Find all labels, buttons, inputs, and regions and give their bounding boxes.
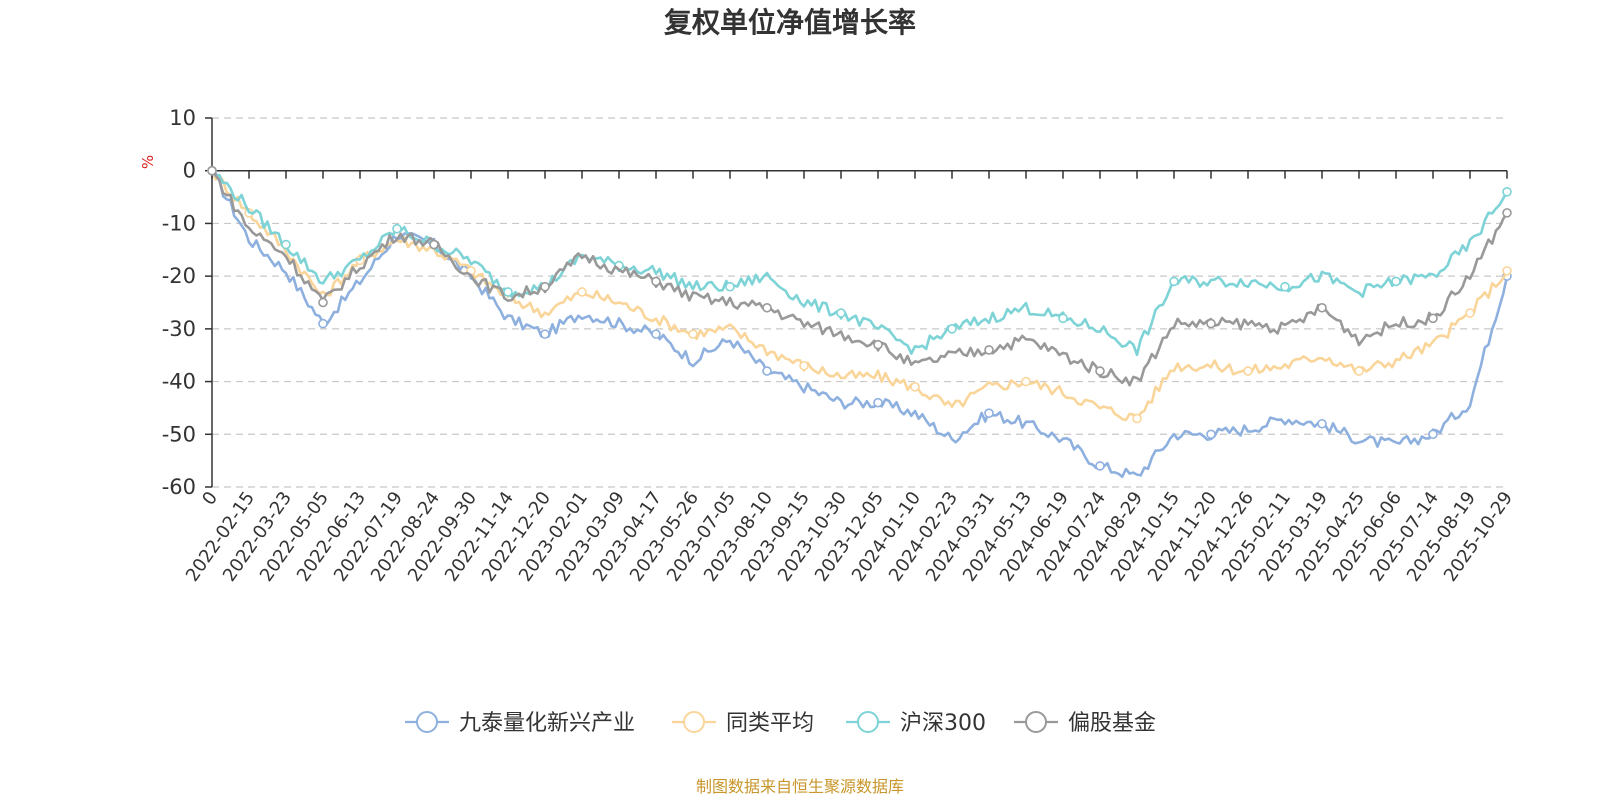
series-line: [210, 169, 1509, 357]
y-tick-label: -60: [162, 475, 196, 499]
series-point: [1391, 276, 1401, 287]
series-point: [873, 397, 883, 408]
y-tick-label: -30: [162, 317, 196, 341]
series-point: [318, 297, 328, 308]
legend: 九泰量化新兴产业 同类平均 沪深300 偏股基金: [405, 711, 1156, 736]
series-point: [1428, 313, 1438, 324]
series-point: [1095, 461, 1105, 471]
grid-lines: [212, 117, 1507, 488]
series-point: [540, 329, 550, 339]
series-point: [1206, 318, 1216, 329]
series-point: [1280, 281, 1290, 292]
series-point: [1095, 366, 1105, 376]
legend-marker: [857, 711, 879, 733]
series-point: [577, 287, 587, 297]
series-point: [318, 318, 328, 329]
chart-title: 复权单位净值增长率: [664, 6, 916, 39]
legend-marker: [683, 711, 705, 733]
series-lines: [207, 165, 1512, 479]
series-point: [984, 345, 994, 355]
series-point: [207, 165, 217, 176]
legend-label: 偏股基金: [1068, 711, 1156, 736]
series-point: [1243, 366, 1253, 376]
series-point: [651, 329, 661, 339]
y-axis-unit: %: [139, 155, 157, 169]
series-point: [1428, 429, 1438, 440]
series-point: [725, 281, 735, 292]
series-point: [1465, 308, 1475, 318]
y-tick-label: -20: [162, 264, 196, 288]
y-tick-label: -40: [162, 370, 196, 394]
series-point: [1132, 413, 1142, 424]
series-point: [1169, 276, 1179, 287]
series-point: [1058, 313, 1068, 324]
series-point: [1502, 208, 1512, 218]
y-tick-label: 10: [169, 106, 196, 130]
series-point: [1317, 302, 1327, 313]
series-point: [799, 360, 809, 371]
y-tick-label: 0: [183, 159, 196, 183]
series-line: [210, 170, 1509, 422]
series-point: [1021, 376, 1031, 387]
series-point: [984, 408, 994, 419]
series-point: [836, 308, 846, 318]
series-point: [429, 239, 439, 250]
legend-marker: [416, 711, 438, 733]
y-tick-label: -10: [162, 211, 196, 235]
series-point: [651, 276, 661, 287]
series-point: [688, 329, 698, 339]
series-point: [392, 223, 402, 234]
legend-label: 九泰量化新兴产业: [459, 711, 635, 736]
series-point: [540, 281, 550, 292]
axes: 100-10-20-30-40-50-60 02022-02-152022-03-…: [162, 106, 1517, 586]
x-tick-label: 0: [198, 488, 222, 509]
data-source-note: 制图数据来自恒生聚源数据库: [696, 777, 904, 796]
legend-label: 同类平均: [726, 711, 814, 736]
series-point: [1317, 418, 1327, 429]
series-point: [1354, 366, 1364, 376]
y-tick-label: -50: [162, 422, 196, 446]
series-point: [281, 239, 291, 250]
series-point: [503, 287, 513, 297]
series-point: [1206, 429, 1216, 440]
series-line: [210, 169, 1509, 387]
legend-label: 沪深300: [900, 711, 986, 736]
series-point: [1502, 187, 1512, 197]
series-point: [873, 339, 883, 350]
series-point: [762, 366, 772, 376]
series-point: [762, 302, 772, 313]
series-point: [910, 382, 920, 392]
series-point: [1502, 266, 1512, 276]
series-point: [947, 324, 957, 334]
legend-marker: [1025, 711, 1047, 733]
